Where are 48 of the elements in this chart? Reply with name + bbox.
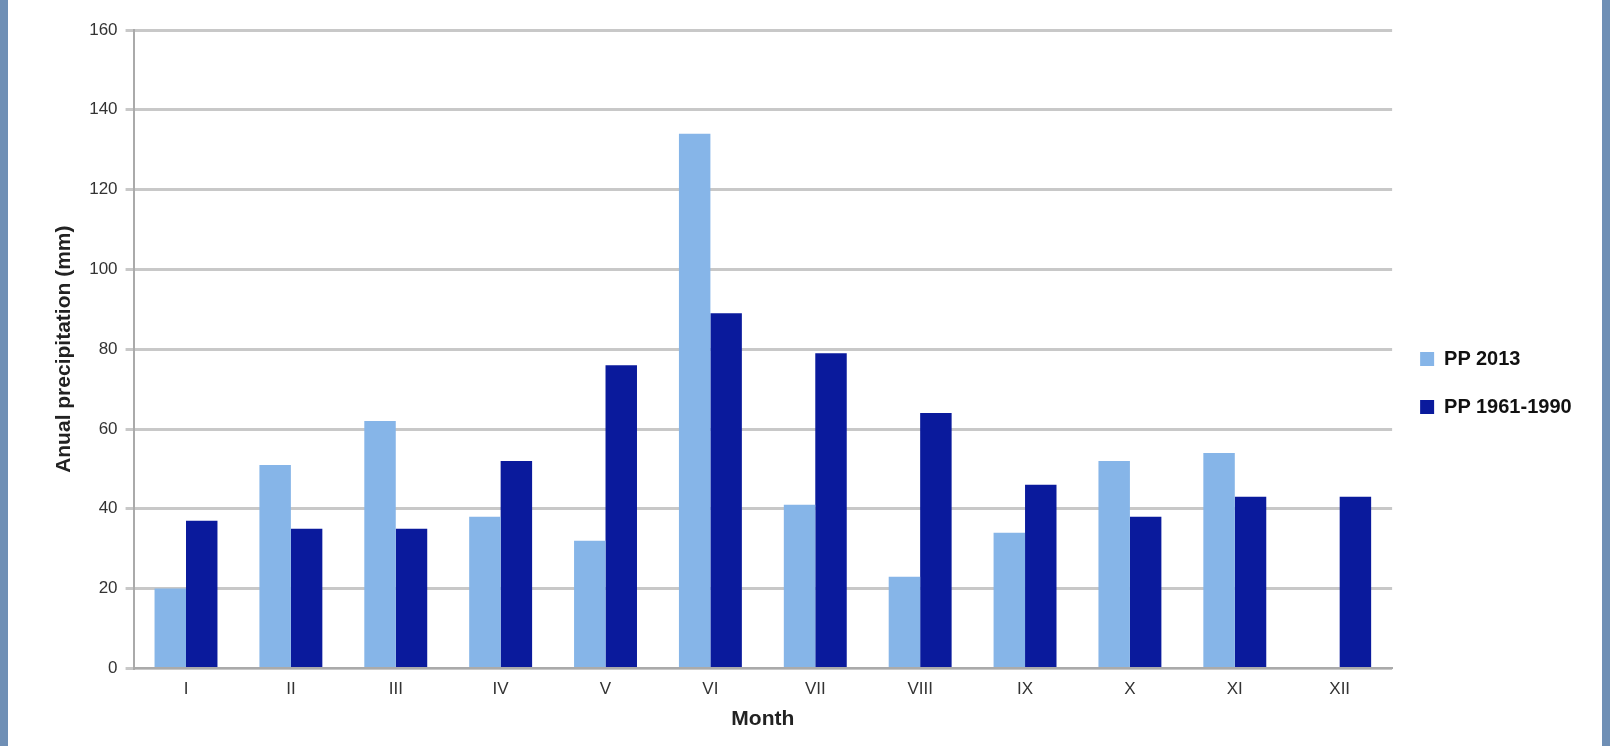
x-axis-title: Month — [731, 706, 795, 730]
x-tick-label: X — [1124, 679, 1136, 699]
bar — [815, 353, 847, 667]
legend-label: PP 2013 — [1444, 346, 1521, 369]
x-tick-label: III — [388, 679, 403, 699]
bar — [888, 576, 921, 667]
bar — [259, 464, 291, 667]
y-tick-label: 160 — [89, 19, 118, 39]
bar — [1203, 452, 1235, 667]
x-tick-label: II — [286, 679, 296, 699]
bar — [710, 313, 742, 667]
legend-label: PP 1961-1990 — [1444, 394, 1572, 417]
y-tick-label: 40 — [98, 498, 118, 518]
bar — [1339, 496, 1372, 667]
bar — [574, 540, 606, 667]
bar — [678, 133, 711, 667]
bar — [1129, 516, 1162, 667]
x-tick-label: XII — [1329, 679, 1351, 699]
y-tick-label: 60 — [98, 418, 118, 438]
x-tick-label: VIII — [907, 679, 933, 699]
bar — [605, 365, 637, 667]
x-tick-label: IX — [1017, 679, 1034, 699]
y-tick-label: 140 — [89, 99, 118, 119]
bar — [1234, 496, 1267, 667]
bar — [395, 528, 428, 667]
bar — [1025, 484, 1057, 667]
bar — [920, 413, 952, 667]
x-tick-label: V — [599, 679, 612, 699]
x-tick-label: XI — [1226, 679, 1243, 699]
bar — [186, 520, 218, 667]
x-tick-label: I — [183, 679, 189, 699]
x-tick-label: VII — [804, 679, 826, 699]
bar — [290, 528, 323, 667]
bar — [500, 460, 533, 667]
bar — [154, 588, 186, 667]
bar — [783, 504, 816, 667]
y-tick-label: 100 — [89, 259, 118, 279]
y-tick-label: 20 — [98, 578, 118, 598]
bar — [1098, 460, 1130, 667]
bar — [364, 421, 396, 667]
y-tick-label: 80 — [98, 338, 118, 358]
y-tick-label: 120 — [89, 179, 118, 199]
x-tick-label: IV — [492, 679, 510, 699]
x-tick-label: VI — [702, 679, 719, 699]
y-tick-label: 0 — [108, 658, 118, 678]
bar — [469, 516, 501, 667]
y-axis-title: Anual precipitation (mm) — [51, 225, 75, 473]
bar — [993, 532, 1026, 667]
